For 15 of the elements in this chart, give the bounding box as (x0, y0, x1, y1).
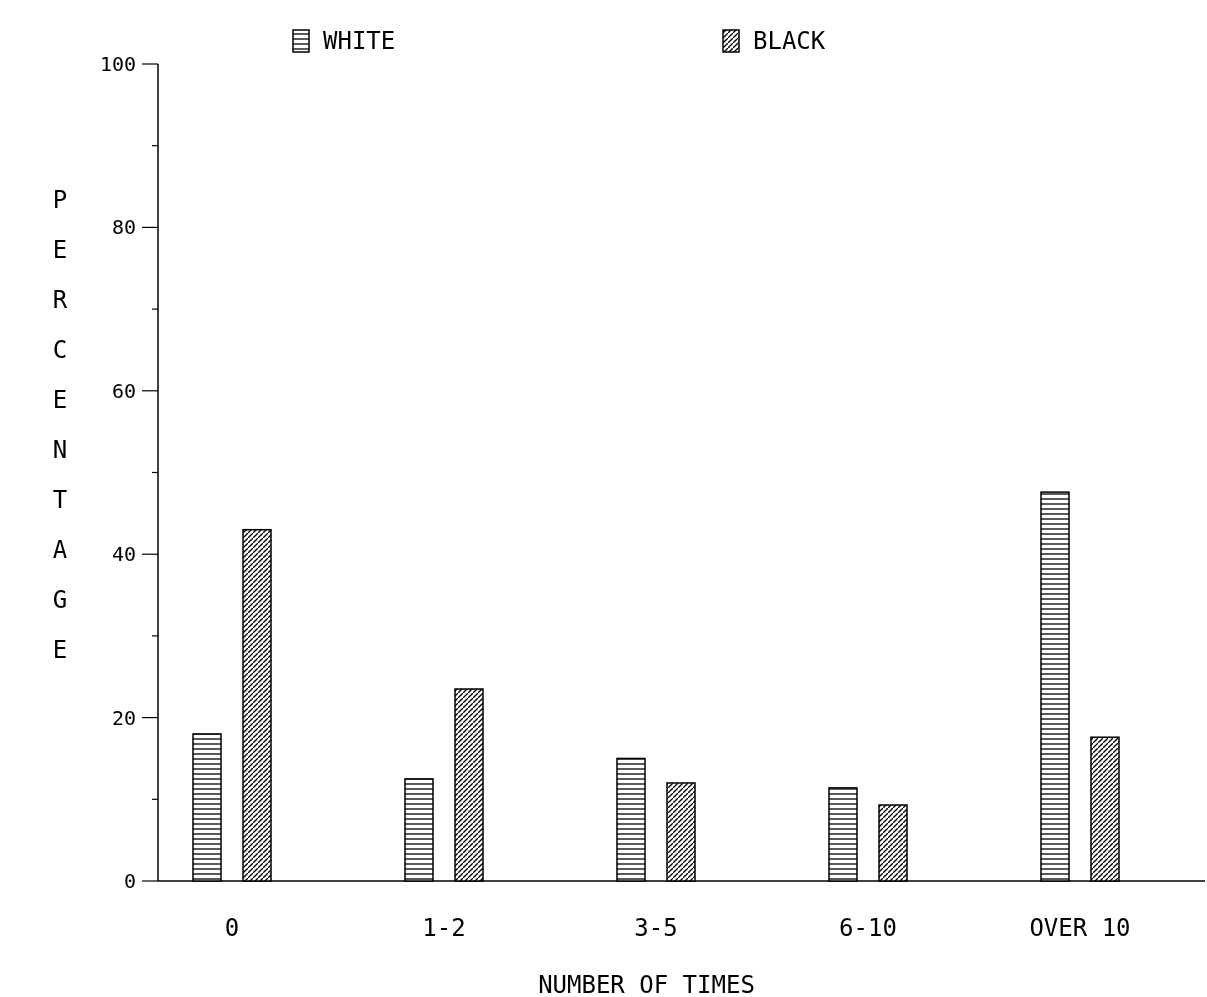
y-tick-label: 100 (99, 52, 136, 76)
x-tick-label: OVER 10 (1029, 914, 1131, 942)
y-tick-label: 0 (123, 869, 136, 893)
x-tick-label: 6-10 (839, 914, 897, 942)
x-axis-title: NUMBER OF TIMES (538, 971, 755, 997)
x-tick-label: 0 (224, 914, 240, 942)
y-tick-label: 20 (111, 705, 136, 730)
y-tick-label: 60 (111, 378, 136, 403)
y-tick-label: 40 (111, 542, 136, 567)
x-tick-label: 1-2 (422, 914, 466, 942)
legend-label: WHITE (323, 27, 396, 56)
legend-label: BLACK (753, 27, 826, 56)
y-tick-label: 80 (111, 215, 136, 240)
text: PERCENTAGE (52, 186, 68, 664)
x-tick-label: 3-5 (634, 914, 678, 942)
